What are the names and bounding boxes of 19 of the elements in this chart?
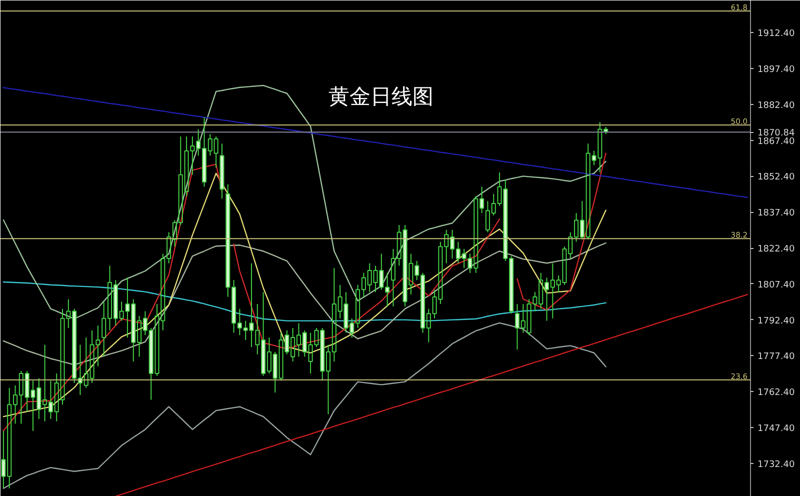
y-tick-label: 1882.40	[758, 100, 795, 111]
y-tick-label: 1747.40	[758, 424, 795, 434]
y-tick-label: 1837.40	[758, 208, 795, 219]
line-series	[115, 294, 748, 496]
line-series	[2, 242, 606, 366]
text: 黄金日线图	[328, 84, 434, 108]
y-tick-label: 1732.40	[758, 460, 795, 470]
y-tick-label: 1792.40	[758, 316, 795, 326]
y-tick-label: 1897.40	[758, 64, 795, 75]
y-tick-label: 1822.40	[758, 244, 795, 255]
y-tick-label: 1807.40	[758, 280, 795, 290]
y-tick-label: 1912.40	[758, 29, 795, 40]
y-tick-label: 1762.40	[758, 388, 795, 398]
candlestick	[220, 143, 224, 200]
y-tick-label: 1777.40	[758, 352, 795, 362]
y-tick-label: 1867.40	[758, 136, 795, 147]
y-tick-label: 1852.40	[758, 172, 795, 183]
line-series	[2, 87, 748, 198]
line-series	[2, 84, 606, 320]
